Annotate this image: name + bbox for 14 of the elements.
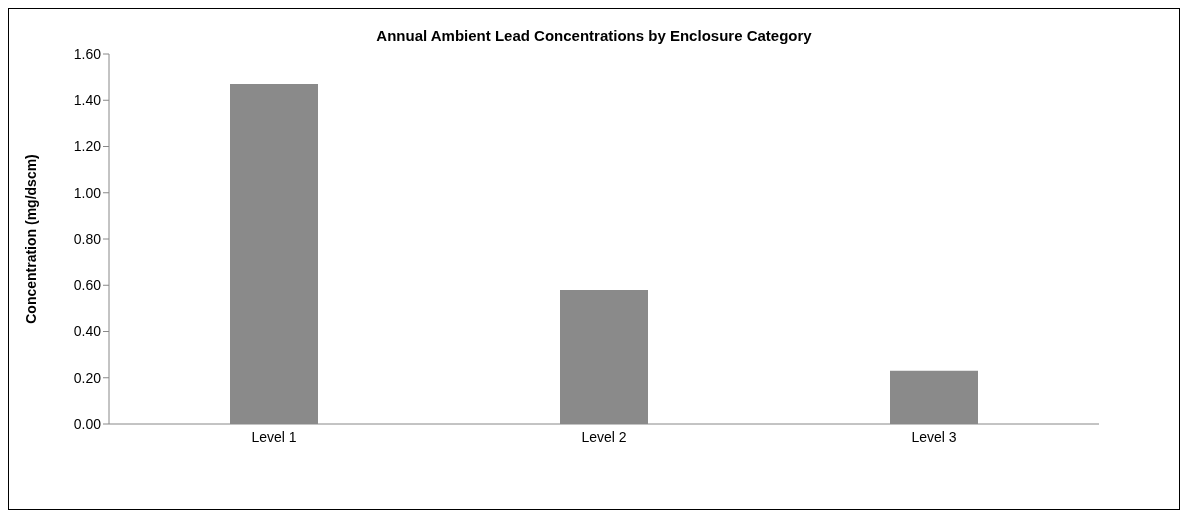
y-axis-title: Concentration (mg/dscm) [22,154,39,324]
y-tick-label: 0.00 [73,415,102,432]
y-tick-label: 0.80 [73,230,102,247]
y-tick-label: 1.00 [73,184,102,201]
chart-title: Annual Ambient Lead Concentrations by Enclosure Category [375,27,813,44]
x-tick-label: Level 1 [251,428,297,445]
y-tick-label: 0.60 [73,277,102,294]
y-tick-label: 1.20 [73,138,102,155]
y-tick-label: 1.60 [73,45,102,62]
x-tick-label: Level 3 [911,428,957,445]
y-tick-label: 0.40 [73,323,102,340]
x-tick-label: Level 2 [581,428,627,445]
y-tick-label: 0.20 [73,369,102,386]
y-tick-label: 1.40 [73,92,102,109]
